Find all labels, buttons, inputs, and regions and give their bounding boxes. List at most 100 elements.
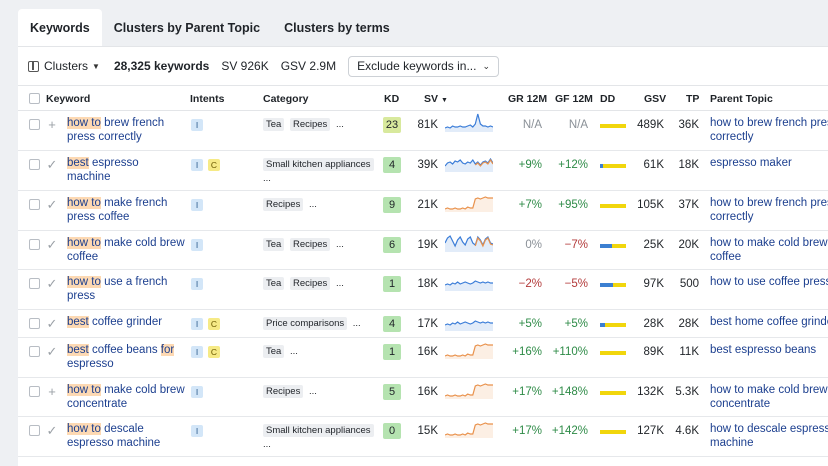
keyword-count: 28,325 keywords xyxy=(113,59,210,73)
parent-topic-link[interactable]: best home coffee grinder xyxy=(710,316,828,328)
add-to-list-icon[interactable]: + xyxy=(48,117,56,132)
sparkline-area xyxy=(445,114,493,132)
keywords-panel: Clusters ▼ 28,325 keywords SV 926K GSV 2… xyxy=(18,46,828,466)
row-checkbox[interactable] xyxy=(29,425,40,436)
checkmark-icon[interactable]: ✓ xyxy=(46,237,58,252)
tab-keywords[interactable]: Keywords xyxy=(18,9,102,47)
sparkline-svg xyxy=(444,343,493,359)
informational-intent-badge: I xyxy=(191,346,203,358)
keyword-link[interactable]: best espresso machine xyxy=(67,157,185,184)
gr-12m-value: +17% xyxy=(512,386,542,398)
tab-bar: Keywords Clusters by Parent Topic Cluste… xyxy=(18,9,402,47)
sparkline-area xyxy=(445,197,493,212)
informational-intent-badge: I xyxy=(191,159,203,171)
sparkline-area xyxy=(445,384,493,399)
kd-badge: 4 xyxy=(383,157,401,173)
select-all-checkbox[interactable] xyxy=(29,93,40,104)
category-chip[interactable]: Tea xyxy=(263,345,285,358)
exclude-keywords-dropdown[interactable]: Exclude keywords in... ⌄ xyxy=(348,55,500,77)
sv-total: SV 926K xyxy=(221,59,269,73)
row-checkbox[interactable] xyxy=(29,278,40,289)
checkmark-icon[interactable]: ✓ xyxy=(46,197,58,212)
gr-12m-value: +7% xyxy=(518,199,542,211)
category-chip[interactable]: Recipes xyxy=(263,198,304,211)
keyword-link[interactable]: best coffee grinder xyxy=(67,316,185,330)
col-gr12m[interactable]: GR 12M xyxy=(508,93,548,105)
parent-topic-link[interactable]: how to make cold brew concentrate xyxy=(710,384,828,410)
row-checkbox[interactable] xyxy=(29,119,40,130)
col-category[interactable]: Category xyxy=(263,93,309,105)
category-chip[interactable]: Tea xyxy=(263,118,285,131)
sparkline-area xyxy=(445,236,493,252)
parent-topic-link[interactable]: how to use coffee press xyxy=(710,276,828,288)
sparkline-line xyxy=(444,113,494,129)
row-checkbox[interactable] xyxy=(29,199,40,210)
checkmark-icon[interactable]: ✓ xyxy=(46,316,58,331)
gf-12m-value: −7% xyxy=(564,239,588,251)
row-checkbox[interactable] xyxy=(29,159,40,170)
tab-clusters-by-parent-topic[interactable]: Clusters by Parent Topic xyxy=(113,21,261,35)
add-to-list-icon[interactable]: + xyxy=(48,384,56,399)
col-gf12m[interactable]: GF 12M xyxy=(555,93,593,105)
tp-value: 500 xyxy=(679,278,699,290)
gf-12m-value: −5% xyxy=(564,278,588,290)
dd-bar xyxy=(600,430,626,434)
keyword-link[interactable]: how to make cold brew concentrate xyxy=(67,384,185,411)
sparkline-svg xyxy=(444,422,493,438)
keyword-link[interactable]: how to use a french press xyxy=(67,276,185,303)
sparkline-svg xyxy=(444,280,493,291)
keyword-link[interactable]: how to brew french press correctly xyxy=(67,117,185,144)
category-more: ... xyxy=(308,199,317,210)
category-chip[interactable]: Tea xyxy=(263,277,285,290)
col-kd[interactable]: KD xyxy=(384,93,400,105)
gr-12m-value: +16% xyxy=(512,346,542,358)
category-cell: Price comparisons ... xyxy=(263,317,378,331)
category-chip[interactable]: Recipes xyxy=(289,118,331,131)
keyword-text: espresso xyxy=(67,357,114,370)
keyword-link[interactable]: how to make french press coffee xyxy=(67,197,185,224)
category-chip[interactable]: Small kitchen appliances xyxy=(263,158,374,171)
parent-topic-link[interactable]: how to brew french press correctly xyxy=(710,117,828,143)
tab-clusters-by-terms[interactable]: Clusters by terms xyxy=(284,21,390,35)
parent-topic-link[interactable]: how to make cold brew coffee xyxy=(710,237,828,263)
col-tp[interactable]: TP xyxy=(686,93,700,105)
row-checkbox[interactable] xyxy=(29,239,40,250)
keyword-link[interactable]: how to descale espresso machine xyxy=(67,423,185,450)
col-keyword[interactable]: Keyword xyxy=(46,93,91,105)
category-chip[interactable]: Price comparisons xyxy=(263,317,348,330)
category-chip[interactable]: Tea xyxy=(263,238,285,251)
parent-topic-link[interactable]: how to descale espresso machine xyxy=(710,423,828,449)
keyword-link[interactable]: how to make cold brew coffee xyxy=(67,237,185,264)
checkmark-icon[interactable]: ✓ xyxy=(46,344,58,359)
row-checkbox[interactable] xyxy=(29,346,40,357)
category-chip[interactable]: Recipes xyxy=(289,238,331,251)
parent-topic-link[interactable]: best espresso beans xyxy=(710,344,817,356)
dd-bar xyxy=(600,351,626,355)
col-intents[interactable]: Intents xyxy=(190,93,225,105)
col-dd[interactable]: DD xyxy=(600,93,616,105)
exclude-keywords-label: Exclude keywords in... xyxy=(357,59,477,73)
col-parent-topic[interactable]: Parent Topic xyxy=(710,93,773,105)
category-chip[interactable]: Small kitchen appliances xyxy=(263,424,374,437)
parent-topic-link[interactable]: how to brew french press correctly xyxy=(710,197,828,223)
category-chip[interactable]: Recipes xyxy=(263,385,304,398)
row-checkbox[interactable] xyxy=(29,318,40,329)
row-checkbox[interactable] xyxy=(29,386,40,397)
gsv-value: 97K xyxy=(643,278,664,290)
clusters-dropdown[interactable]: Clusters ▼ xyxy=(28,59,100,73)
checkmark-icon[interactable]: ✓ xyxy=(46,423,58,438)
sv-value: 18K xyxy=(417,278,438,290)
checkmark-icon[interactable]: ✓ xyxy=(46,276,58,291)
parent-topic-link[interactable]: espresso maker xyxy=(710,157,792,169)
category-chip[interactable]: Recipes xyxy=(289,277,331,290)
keyword-link[interactable]: best coffee beans for espresso xyxy=(67,344,185,371)
sidebar-panel-icon xyxy=(28,60,39,72)
sparkline-line xyxy=(444,320,493,326)
keyword-text: descale espresso machine xyxy=(67,423,161,449)
keyword-highlight: how to xyxy=(67,384,101,396)
col-gsv[interactable]: GSV xyxy=(644,93,667,105)
checkmark-icon[interactable]: ✓ xyxy=(46,157,58,172)
keyword-text: make french press coffee xyxy=(67,197,168,223)
col-sv[interactable]: SV ▼ xyxy=(424,93,448,105)
gf-12m-value: +110% xyxy=(552,346,588,358)
